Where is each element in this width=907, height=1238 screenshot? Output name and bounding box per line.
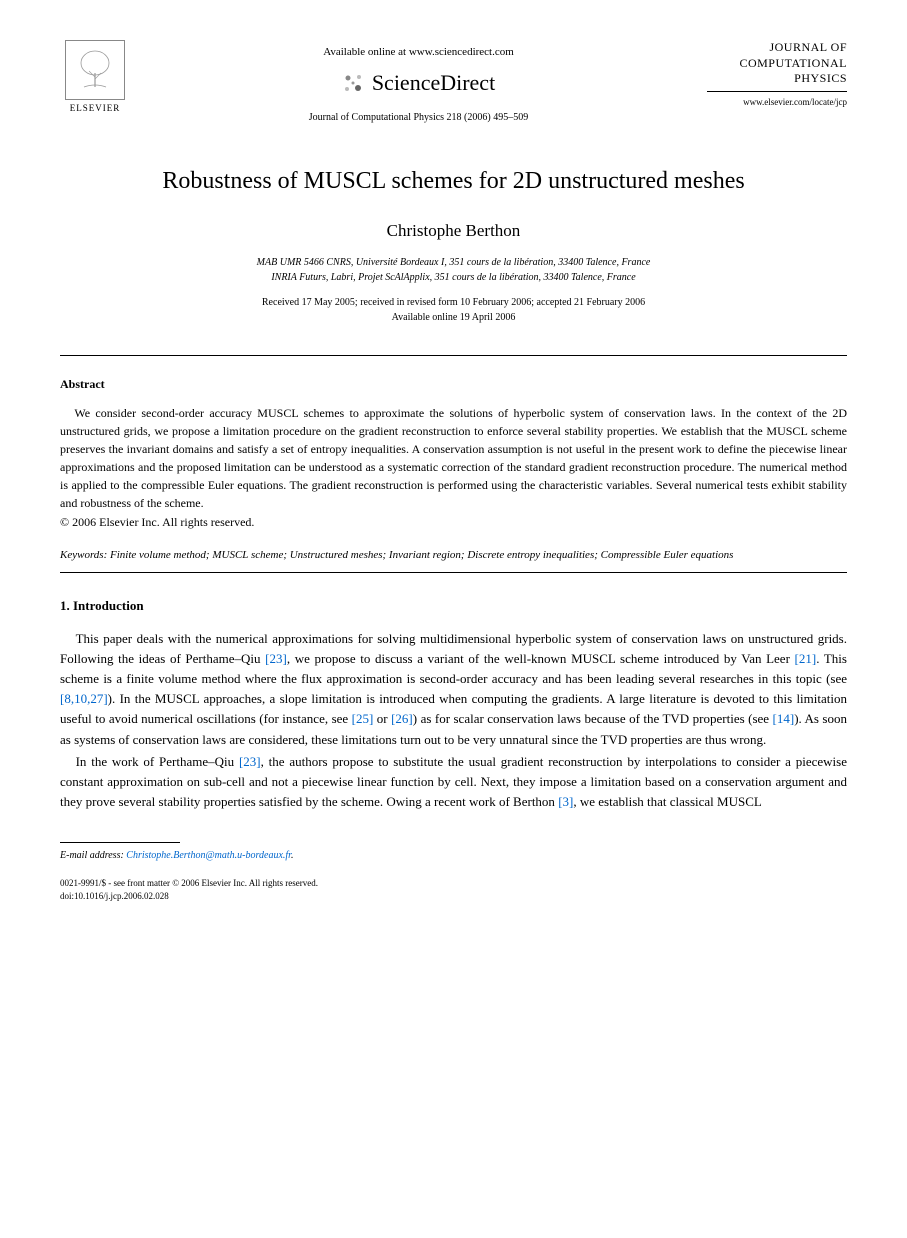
email-suffix: . — [291, 850, 294, 861]
intro-p2-text1: In the work of Perthame–Qiu — [76, 754, 239, 769]
intro-p2-text3: , we establish that classical MUSCL — [573, 794, 761, 809]
elsevier-logo: ELSEVIER — [60, 40, 130, 120]
intro-p1-text5: or — [373, 711, 391, 726]
ref-link-23b[interactable]: [23] — [239, 754, 261, 769]
footer-info: 0021-9991/$ - see front matter © 2006 El… — [60, 877, 847, 902]
abstract-heading: Abstract — [60, 376, 847, 393]
abstract-bottom-divider — [60, 572, 847, 573]
journal-citation: Journal of Computational Physics 218 (20… — [130, 111, 707, 125]
keywords-block: Keywords: Finite volume method; MUSCL sc… — [60, 547, 847, 564]
ref-link-3[interactable]: [3] — [558, 794, 573, 809]
ref-link-26[interactable]: [26] — [391, 711, 413, 726]
issn-line: 0021-9991/$ - see front matter © 2006 El… — [60, 877, 847, 890]
article-title: Robustness of MUSCL schemes for 2D unstr… — [60, 165, 847, 199]
journal-box-divider — [707, 91, 847, 92]
journal-name-box: JOURNAL OF COMPUTATIONAL PHYSICS www.els… — [707, 40, 847, 108]
ref-link-14[interactable]: [14] — [773, 711, 795, 726]
abstract-top-divider — [60, 355, 847, 356]
journal-url: www.elsevier.com/locate/jcp — [707, 96, 847, 109]
affiliation-line1: MAB UMR 5466 CNRS, Université Bordeaux I… — [60, 255, 847, 270]
affiliation-line2: INRIA Futurs, Labri, Projet ScAlApplix, … — [60, 270, 847, 285]
email-label: E-mail address: — [60, 850, 124, 861]
ref-link-81027[interactable]: [8,10,27] — [60, 691, 108, 706]
dates-line1: Received 17 May 2005; received in revise… — [60, 295, 847, 310]
center-header: Available online at www.sciencedirect.co… — [130, 40, 707, 125]
sciencedirect-logo: ScienceDirect — [130, 68, 707, 99]
elsevier-tree-icon — [65, 40, 125, 100]
author-name: Christophe Berthon — [60, 219, 847, 243]
elsevier-label: ELSEVIER — [70, 102, 121, 115]
doi-line: doi:10.1016/j.jcp.2006.02.028 — [60, 890, 847, 903]
ref-link-23a[interactable]: [23] — [265, 651, 287, 666]
keywords-label: Keywords: — [60, 549, 107, 561]
available-online-text: Available online at www.sciencedirect.co… — [130, 45, 707, 60]
ref-link-21[interactable]: [21] — [795, 651, 817, 666]
footer-divider — [60, 842, 180, 843]
email-line: E-mail address: Christophe.Berthon@math.… — [60, 849, 847, 863]
introduction-heading: 1. Introduction — [60, 597, 847, 615]
sciencedirect-text: ScienceDirect — [372, 68, 495, 99]
journal-name-line1: JOURNAL OF — [707, 40, 847, 56]
sciencedirect-icon — [342, 72, 366, 96]
intro-paragraph-1: This paper deals with the numerical appr… — [60, 629, 847, 750]
dates-line2: Available online 19 April 2006 — [60, 310, 847, 325]
header-row: ELSEVIER Available online at www.science… — [60, 40, 847, 125]
publication-dates: Received 17 May 2005; received in revise… — [60, 295, 847, 325]
ref-link-25[interactable]: [25] — [352, 711, 374, 726]
intro-paragraph-2: In the work of Perthame–Qiu [23], the au… — [60, 752, 847, 812]
journal-name-line3: PHYSICS — [707, 71, 847, 87]
journal-name-line2: COMPUTATIONAL — [707, 56, 847, 72]
intro-p1-text6: ) as for scalar conservation laws becaus… — [413, 711, 773, 726]
email-link[interactable]: Christophe.Berthon@math.u-bordeaux.fr — [126, 850, 291, 861]
intro-p1-text2: , we propose to discuss a variant of the… — [287, 651, 795, 666]
keywords-text: Finite volume method; MUSCL scheme; Unst… — [110, 549, 733, 561]
abstract-text: We consider second-order accuracy MUSCL … — [60, 404, 847, 512]
abstract-copyright: © 2006 Elsevier Inc. All rights reserved… — [60, 514, 847, 531]
